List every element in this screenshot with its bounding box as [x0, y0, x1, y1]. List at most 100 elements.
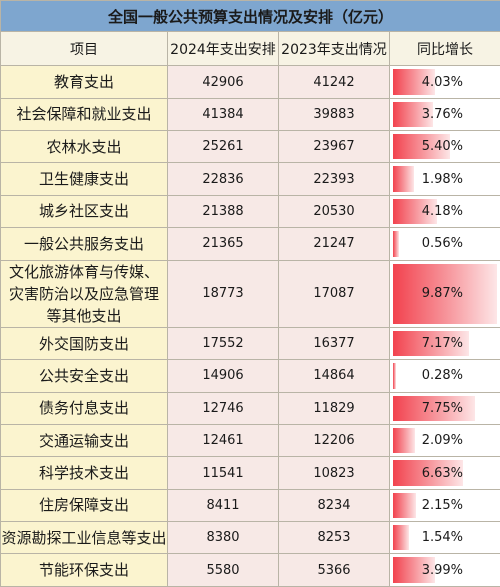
value-2024: 12461	[167, 423, 279, 458]
growth-bar	[393, 492, 416, 519]
item-name: 资源勘探工业信息等支出	[0, 521, 168, 555]
value-2023: 8234	[278, 488, 390, 523]
growth-bar	[393, 460, 463, 486]
growth-value: 1.54%	[421, 530, 464, 546]
header-row: 项目 2024年支出安排 2023年支出情况 同比增长	[0, 31, 500, 67]
table-row: 教育支出 42906 41242 4.03%	[0, 65, 500, 99]
growth-bar	[393, 69, 435, 95]
value-2023: 22393	[278, 162, 390, 196]
growth-cell: 0.56%	[388, 227, 500, 261]
growth-value: 3.99%	[421, 562, 464, 578]
table-row: 债务付息支出 12746 11829 7.75%	[0, 391, 500, 425]
value-2023: 8253	[278, 521, 390, 555]
growth-cell: 6.63%	[388, 456, 500, 490]
value-2024: 14906	[167, 359, 279, 393]
value-2024: 8411	[167, 488, 279, 523]
item-name: 交通运输支出	[0, 423, 168, 458]
item-name: 节能环保支出	[0, 553, 168, 587]
table-row: 交通运输支出 12461 12206 2.09%	[0, 423, 500, 458]
growth-cell: 2.15%	[388, 488, 500, 523]
growth-bar	[393, 101, 433, 128]
growth-bar	[393, 231, 399, 257]
table-row: 科学技术支出 11541 10823 6.63%	[0, 456, 500, 490]
growth-value: 7.75%	[421, 400, 464, 416]
value-2023: 5366	[278, 553, 390, 587]
header-2024: 2024年支出安排	[167, 31, 279, 67]
growth-cell: 9.87%	[388, 259, 500, 328]
item-name: 卫生健康支出	[0, 162, 168, 196]
growth-cell: 3.76%	[388, 97, 500, 132]
value-2023: 14864	[278, 359, 390, 393]
value-2024: 17552	[167, 326, 279, 361]
value-2023: 20530	[278, 194, 390, 229]
growth-cell: 1.54%	[388, 521, 500, 555]
value-2023: 12206	[278, 423, 390, 458]
growth-value: 4.18%	[421, 203, 464, 219]
growth-value: 3.76%	[421, 106, 464, 122]
value-2024: 8380	[167, 521, 279, 555]
value-2024: 41384	[167, 97, 279, 132]
value-2024: 21388	[167, 194, 279, 229]
item-name: 农林水支出	[0, 130, 168, 164]
growth-value: 0.56%	[421, 236, 464, 252]
growth-value: 1.98%	[421, 171, 464, 187]
table-row: 公共安全支出 14906 14864 0.28%	[0, 359, 500, 393]
growth-bar	[393, 427, 415, 454]
growth-bar	[393, 557, 435, 583]
growth-bar	[393, 134, 450, 160]
item-name: 科学技术支出	[0, 456, 168, 490]
value-2024: 25261	[167, 130, 279, 164]
growth-value: 7.17%	[421, 336, 464, 352]
growth-cell: 5.40%	[388, 130, 500, 164]
value-2023: 21247	[278, 227, 390, 261]
value-2024: 5580	[167, 553, 279, 587]
item-name: 社会保障和就业支出	[0, 97, 168, 132]
table-row: 外交国防支出 17552 16377 7.17%	[0, 326, 500, 361]
value-2024: 21365	[167, 227, 279, 261]
value-2023: 16377	[278, 326, 390, 361]
growth-bar	[393, 166, 414, 192]
item-name: 公共安全支出	[0, 359, 168, 393]
title-row: 全国一般公共预算支出情况及安排（亿元）	[0, 0, 500, 33]
growth-bar	[393, 395, 475, 421]
value-2024: 42906	[167, 65, 279, 99]
value-2024: 22836	[167, 162, 279, 196]
table-row: 一般公共服务支出 21365 21247 0.56%	[0, 227, 500, 261]
item-name: 一般公共服务支出	[0, 227, 168, 261]
item-name: 文化旅游体育与传媒、灾害防治以及应急管理等其他支出	[0, 259, 168, 328]
value-2023: 41242	[278, 65, 390, 99]
item-name: 城乡社区支出	[0, 194, 168, 229]
table-row: 社会保障和就业支出 41384 39883 3.76%	[0, 97, 500, 132]
header-item: 项目	[0, 31, 168, 67]
table-title: 全国一般公共预算支出情况及安排（亿元）	[0, 0, 500, 33]
value-2024: 11541	[167, 456, 279, 490]
value-2023: 10823	[278, 456, 390, 490]
table-row: 住房保障支出 8411 8234 2.15%	[0, 488, 500, 523]
item-name: 外交国防支出	[0, 326, 168, 361]
growth-cell: 4.03%	[388, 65, 500, 99]
header-growth: 同比增长	[388, 31, 500, 67]
growth-bar	[393, 198, 437, 225]
growth-cell: 7.17%	[388, 326, 500, 361]
growth-bar	[393, 525, 409, 551]
table-row: 节能环保支出 5580 5366 3.99%	[0, 553, 500, 587]
value-2024: 12746	[167, 391, 279, 425]
value-2024: 18773	[167, 259, 279, 328]
growth-value: 2.15%	[421, 497, 464, 513]
item-name: 教育支出	[0, 65, 168, 99]
table-row: 城乡社区支出 21388 20530 4.18%	[0, 194, 500, 229]
table-row: 资源勘探工业信息等支出 8380 8253 1.54%	[0, 521, 500, 555]
value-2023: 23967	[278, 130, 390, 164]
growth-bar	[393, 330, 469, 357]
growth-cell: 0.28%	[388, 359, 500, 393]
growth-value: 5.40%	[421, 139, 464, 155]
table-row: 文化旅游体育与传媒、灾害防治以及应急管理等其他支出 18773 17087 9.87%	[0, 259, 500, 328]
table-row: 卫生健康支出 22836 22393 1.98%	[0, 162, 500, 196]
header-2023: 2023年支出情况	[278, 31, 390, 67]
growth-value: 4.03%	[421, 74, 464, 90]
growth-cell: 1.98%	[388, 162, 500, 196]
item-name: 住房保障支出	[0, 488, 168, 523]
value-2023: 11829	[278, 391, 390, 425]
growth-cell: 2.09%	[388, 423, 500, 458]
